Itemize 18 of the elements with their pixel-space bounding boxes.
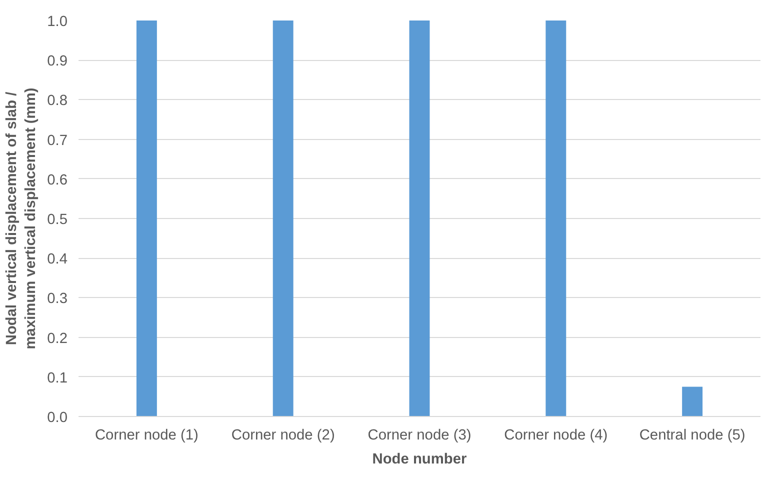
y-tick-label: 0.2 [47, 330, 68, 347]
y-axis-title: Nodal vertical displacement of slab / maximum vertical displacement (mm) [4, 88, 40, 350]
x-tick-label: Central node (5) [639, 428, 746, 444]
x-tick-label: Corner node (4) [504, 428, 608, 444]
y-tick-label: 0.9 [47, 54, 68, 70]
y-tick-label: 0.4 [47, 252, 68, 268]
y-tick-label: 0.0 [47, 410, 68, 426]
y-tick-label: 0.3 [47, 291, 68, 308]
x-tick-label: Corner node (2) [231, 428, 335, 444]
x-tick-label: Corner node (1) [94, 428, 198, 444]
y-tick-label: 0.5 [47, 212, 68, 228]
x-axis-title: Node number [372, 452, 468, 468]
y-tick-label: 0.8 [47, 93, 68, 110]
x-tick-label: Corner node (3) [368, 428, 472, 444]
y-tick-label: 0.6 [47, 172, 68, 188]
y-tick-label: 1.0 [47, 14, 68, 30]
y-tick-label: 0.7 [47, 132, 68, 149]
y-tick-label: 0.1 [47, 370, 68, 386]
